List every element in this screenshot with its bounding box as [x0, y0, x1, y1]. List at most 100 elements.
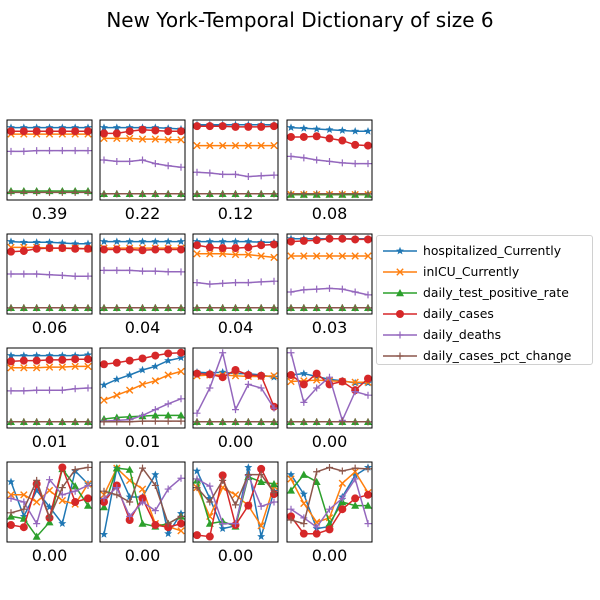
subplot-label: 0.04: [218, 318, 254, 337]
data-point: [244, 243, 253, 252]
data-point: [244, 237, 253, 245]
data-point: [164, 136, 172, 144]
subplot-frame: [192, 347, 279, 429]
data-point: [312, 124, 321, 133]
data-point: [126, 266, 134, 274]
data-point: [231, 372, 240, 380]
data-point: [126, 157, 134, 165]
data-point: [218, 524, 227, 533]
data-point: [100, 494, 108, 502]
subplot-frame: [6, 233, 93, 315]
data-point: [151, 470, 160, 479]
data-point: [7, 477, 15, 486]
subplot: 0.39: [6, 119, 93, 223]
data-point: [177, 237, 185, 245]
data-point: [164, 523, 173, 532]
data-point: [219, 304, 227, 312]
data-point: [33, 418, 41, 426]
data-point: [100, 530, 108, 538]
data-point: [287, 288, 295, 296]
data-point: [326, 463, 333, 471]
data-point: [100, 123, 108, 131]
data-point: [313, 468, 321, 476]
data-point: [58, 244, 67, 253]
data-point: [206, 384, 214, 392]
data-point: [193, 475, 201, 483]
data-point: [218, 122, 227, 131]
data-point: [58, 463, 67, 472]
data-point: [270, 240, 278, 249]
data-point: [20, 147, 28, 155]
data-point: [177, 417, 185, 425]
data-point: [257, 418, 265, 426]
data-point: [244, 501, 253, 510]
legend-label: daily_test_positive_rate: [423, 285, 569, 300]
data-point: [71, 466, 79, 474]
data-point: [231, 366, 240, 374]
data-point: [126, 498, 134, 506]
data-point: [338, 304, 346, 312]
subplot-frame: [6, 347, 93, 429]
data-point: [33, 476, 41, 484]
data-point: [151, 126, 160, 135]
data-point: [20, 418, 28, 426]
data-point: [300, 398, 308, 406]
data-point: [112, 464, 121, 472]
data-point: [313, 523, 321, 531]
subplot-plot-area: [193, 349, 278, 426]
data-point: [193, 141, 201, 150]
data-point: [151, 377, 160, 385]
subplot-frame: [286, 233, 373, 315]
data-point: [206, 418, 214, 426]
data-point: [364, 160, 372, 168]
data-point: [313, 285, 321, 293]
data-point: [270, 480, 278, 488]
data-point: [351, 252, 359, 260]
data-point: [193, 190, 201, 198]
data-point: [100, 396, 108, 404]
data-point: [219, 170, 227, 178]
data-point: [219, 418, 227, 426]
data-point: [218, 141, 227, 150]
data-point: [313, 156, 321, 164]
subplot-label: 0.00: [218, 432, 254, 451]
legend-label: daily_cases: [423, 306, 494, 321]
data-point: [138, 494, 147, 503]
data-point: [164, 245, 173, 254]
subplot-frame: [192, 461, 279, 543]
data-point: [151, 351, 160, 360]
data-point: [58, 238, 67, 247]
data-point: [287, 152, 295, 160]
data-point: [71, 239, 80, 248]
data-point: [151, 267, 159, 275]
data-point: [270, 253, 278, 262]
data-point: [325, 252, 334, 260]
data-point: [112, 129, 121, 138]
data-point: [351, 494, 360, 503]
subplot-label: 0.00: [32, 546, 68, 565]
data-point: [125, 356, 134, 365]
data-point: [177, 136, 185, 144]
data-point: [244, 380, 252, 388]
data-point: [45, 244, 54, 253]
subplot: 0.00: [6, 461, 93, 565]
data-point: [46, 418, 53, 426]
data-point: [299, 489, 308, 498]
data-point: [325, 234, 334, 243]
subplot-plot-area: [193, 120, 278, 198]
subplot-frame: [99, 233, 186, 315]
data-point: [338, 285, 346, 293]
data-point: [32, 127, 41, 136]
subplot-plot-area: [100, 237, 185, 312]
data-point: [326, 304, 333, 312]
data-point: [193, 531, 201, 540]
data-point: [7, 127, 15, 136]
data-point: [151, 304, 159, 312]
data-point: [244, 463, 253, 471]
data-point: [338, 159, 346, 167]
data-point: [206, 250, 214, 258]
data-point: [84, 350, 92, 359]
data-point: [125, 245, 134, 254]
data-point: [270, 304, 278, 312]
subplot-plot-area: [100, 348, 185, 426]
